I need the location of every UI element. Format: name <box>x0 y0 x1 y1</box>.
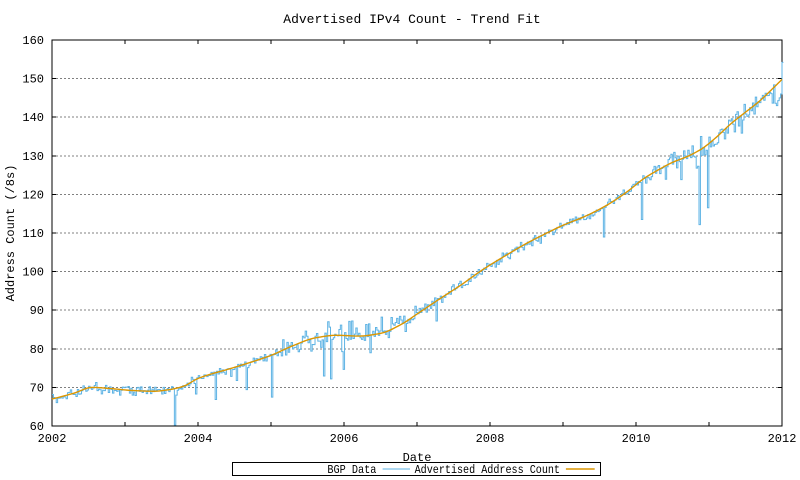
svg-text:90: 90 <box>30 304 44 318</box>
svg-text:2012: 2012 <box>768 432 797 446</box>
svg-text:160: 160 <box>22 34 44 48</box>
svg-text:2010: 2010 <box>622 432 651 446</box>
svg-text:BGP Data: BGP Data <box>327 463 376 477</box>
svg-text:Advertised IPv4 Count - Trend: Advertised IPv4 Count - Trend Fit <box>283 12 540 27</box>
svg-text:2002: 2002 <box>38 432 67 446</box>
svg-text:2006: 2006 <box>330 432 359 446</box>
svg-text:140: 140 <box>22 111 44 125</box>
svg-text:120: 120 <box>22 188 44 202</box>
svg-text:Advertised Address Count: Advertised Address Count <box>415 463 560 477</box>
svg-text:100: 100 <box>22 266 44 280</box>
svg-text:2008: 2008 <box>476 432 505 446</box>
svg-text:110: 110 <box>22 227 44 241</box>
svg-text:2004: 2004 <box>184 432 213 446</box>
svg-text:80: 80 <box>30 343 44 357</box>
svg-text:150: 150 <box>22 73 44 87</box>
svg-text:130: 130 <box>22 150 44 164</box>
svg-text:Address Count (/8s): Address Count (/8s) <box>4 165 18 302</box>
svg-text:70: 70 <box>30 381 44 395</box>
